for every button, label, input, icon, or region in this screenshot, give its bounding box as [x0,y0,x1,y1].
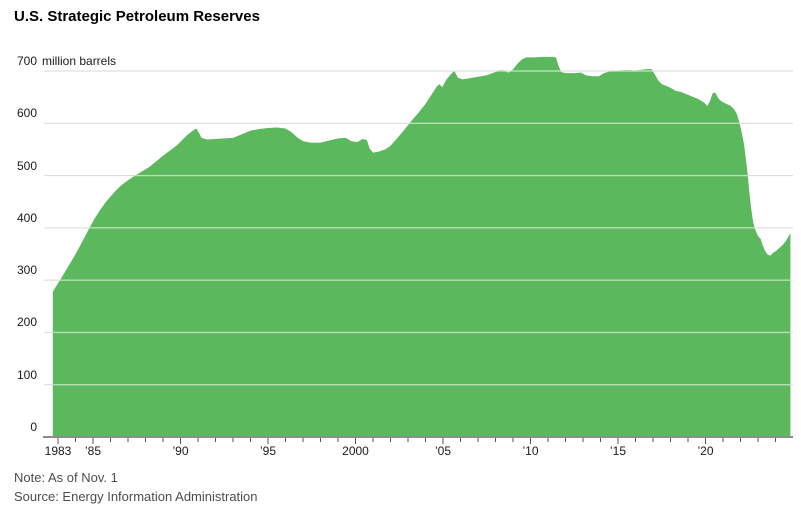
y-tick-label-400: 400 [0,211,37,226]
chart-note: Note: As of Nov. 1 [14,470,118,485]
x-tick-label-1990: ’90 [172,444,189,458]
reserves-area-series [52,56,791,438]
x-tick-label-2010: ’10 [522,444,539,458]
x-tick-label-1995: ’95 [259,444,277,458]
x-tick-label-2005: ’05 [434,444,452,458]
y-tick-value: 600 [16,106,37,121]
chart-title: U.S. Strategic Petroleum Reserves [14,8,260,25]
y-tick-label-200: 200 [0,315,37,330]
y-axis-unit-label: million barrels [42,54,117,68]
y-tick-label-100: 100 [0,368,37,383]
y-tick-value: 100 [16,367,37,382]
y-tick-value: 300 [16,263,37,278]
y-tick-value: 0 [30,420,37,434]
y-tick-label-500: 500 [0,159,37,174]
x-tick-label-1983: 1983 [44,444,72,458]
x-tick-label-2015: ’15 [609,444,627,458]
x-tick-label-2020: ’20 [697,444,714,458]
x-tick-label-1985: ’85 [84,444,102,458]
chart-source: Source: Energy Information Administratio… [14,489,258,504]
y-tick-label-700: 700 million barrels [0,54,116,69]
y-tick-label-300: 300 [0,263,37,278]
y-tick-label-0: 0 [0,420,37,435]
y-tick-label-600: 600 [0,106,37,121]
x-tick-label-2000: 2000 [342,444,369,458]
y-tick-value: 400 [16,210,37,225]
y-tick-value: 700 [16,54,37,68]
y-tick-value: 200 [16,315,37,330]
y-tick-value: 500 [16,158,37,173]
